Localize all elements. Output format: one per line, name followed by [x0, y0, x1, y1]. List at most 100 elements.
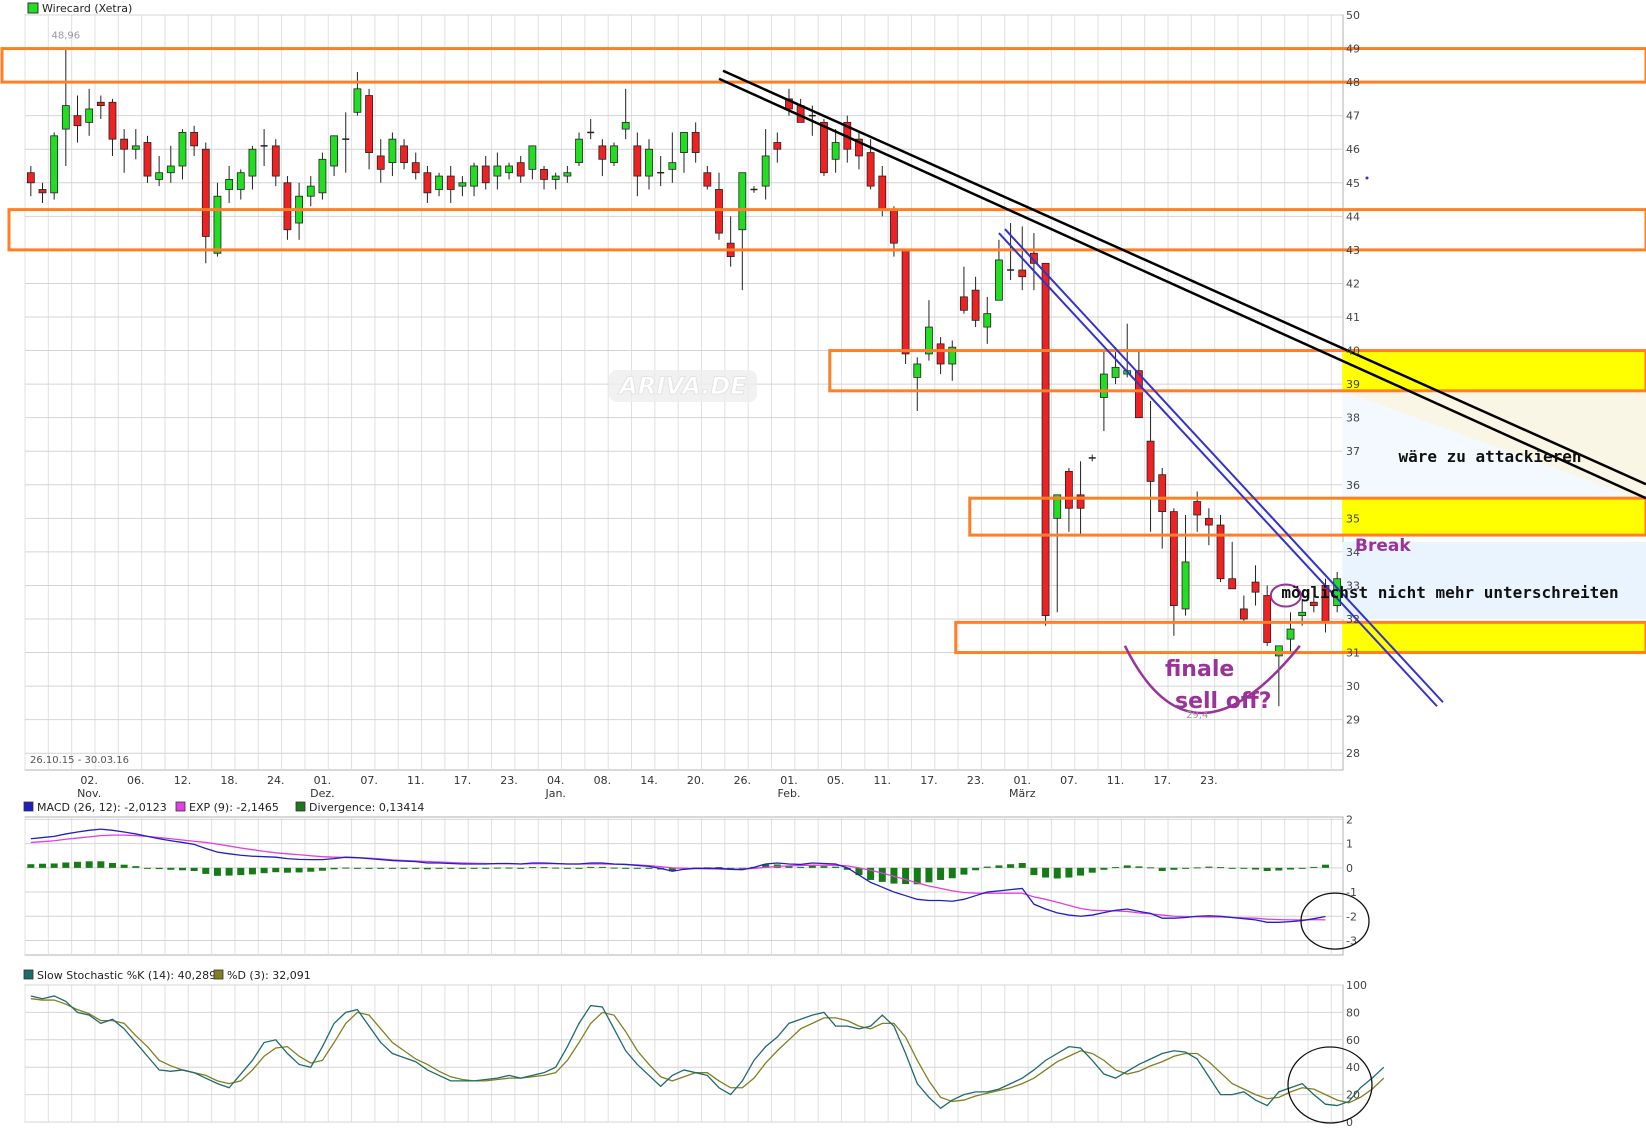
divergence-bar [1135, 866, 1143, 868]
divergence-bar [832, 866, 840, 868]
legend-swatch [175, 801, 186, 812]
divergence-bar [493, 867, 501, 869]
macd-tick-label: -2 [1346, 910, 1357, 923]
candle-down [878, 175, 887, 211]
candle-up [1298, 611, 1307, 617]
candle-down [1134, 370, 1143, 419]
divergence-bar [855, 867, 863, 876]
candle-down [633, 145, 642, 177]
candle-up [983, 313, 992, 328]
divergence-bar [668, 867, 676, 872]
legend-label: EXP (9): -2,1465 [189, 801, 279, 814]
divergence-bar [307, 867, 315, 872]
divergence-bar [120, 864, 128, 868]
legend-swatch [295, 801, 306, 812]
candle-down [540, 168, 548, 180]
candle-down [190, 132, 199, 147]
zone-31 [954, 620, 1646, 655]
candle-down [785, 98, 793, 110]
candle-down [1158, 474, 1167, 513]
divergence-bar [878, 867, 886, 882]
candle-down [691, 132, 700, 153]
divergence-bar [785, 865, 793, 868]
candle-down [1204, 517, 1213, 526]
price-tick-label: 49 [1346, 43, 1360, 56]
divergence-bar [762, 864, 770, 868]
date-tick-label: 05. [827, 774, 845, 787]
divergence-bar [213, 867, 221, 876]
candle-up [913, 363, 922, 378]
candle-up [738, 172, 747, 231]
month-tick-label: Feb. [777, 787, 800, 800]
macd-tick-label: 0 [1346, 862, 1353, 875]
divergence-bar [190, 867, 198, 871]
candle-down [376, 155, 385, 170]
divergence-bar [1217, 867, 1225, 869]
divergence-bar [598, 866, 606, 868]
candle-down [1216, 524, 1225, 580]
divergence-bar [983, 866, 991, 868]
price-tick-label: 40 [1346, 345, 1360, 358]
date-tick-label: 01. [1013, 774, 1031, 787]
divergence-bar [925, 867, 933, 883]
month-tick-label: Jan. [544, 787, 565, 800]
candle-down [26, 172, 35, 184]
candle-up [563, 172, 572, 177]
macd-tick-label: -1 [1346, 886, 1357, 899]
date-tick-label: 23. [500, 774, 518, 787]
divergence-bar [1112, 867, 1120, 869]
divergence-bar [167, 867, 175, 870]
candle-down [201, 148, 210, 237]
candle-down [1146, 440, 1155, 482]
divergence-bar [85, 861, 93, 868]
extreme-value-label: 29,4 [1186, 710, 1208, 721]
divergence-bar [1193, 867, 1201, 869]
divergence-bar [797, 866, 805, 868]
legend-swatch [213, 969, 224, 980]
divergence-bar [1263, 867, 1271, 871]
divergence-bar [132, 866, 140, 868]
divergence-bar [1100, 867, 1108, 870]
divergence-bar [902, 867, 910, 885]
candle-down [971, 289, 980, 321]
legend-label: Divergence: 0,13414 [309, 801, 424, 814]
price-tick-label: 28 [1346, 747, 1360, 760]
candle-up [551, 175, 560, 180]
break-circle [1269, 583, 1302, 608]
date-tick-label: 17. [1153, 774, 1171, 787]
divergence-bar [1170, 867, 1178, 870]
trendline-blue-1 [998, 232, 1438, 707]
candle-up [318, 158, 327, 194]
candle-up [831, 142, 840, 160]
month-tick-label: Dez. [310, 787, 335, 800]
stoch-tick-label: 40 [1346, 1061, 1360, 1074]
date-tick-label: 08. [594, 774, 612, 787]
divergence-bar [272, 867, 280, 873]
percent-k-line [30, 995, 1385, 1110]
divergence-bar [482, 867, 490, 869]
trendline-black-2 [722, 69, 1646, 486]
candle-down [1030, 252, 1038, 264]
price-tick-label: 33 [1346, 579, 1360, 592]
divergence-bar [237, 867, 245, 876]
stoch-circle [1287, 1046, 1373, 1124]
divergence-bar [400, 867, 408, 869]
date-tick-label: 07. [1060, 774, 1078, 787]
annotation-attack-level: wäre zu attackieren [1398, 447, 1581, 466]
stoch-frame [24, 984, 1344, 1123]
candle-up [458, 182, 467, 187]
date-tick-label: 23. [967, 774, 985, 787]
divergence-bar [458, 867, 466, 869]
divergence-bar [353, 867, 361, 869]
candle-down [1018, 269, 1027, 278]
zone-39 [828, 349, 1646, 393]
price-tick-label: 31 [1346, 647, 1360, 660]
divergence-bar [563, 867, 571, 869]
date-tick-label: 23. [1200, 774, 1218, 787]
candle-down [108, 101, 117, 140]
candle-up [1286, 628, 1295, 640]
divergence-bar [62, 862, 70, 868]
candle-down [1263, 595, 1272, 643]
legend-label: %D (3): 32,091 [227, 969, 311, 982]
